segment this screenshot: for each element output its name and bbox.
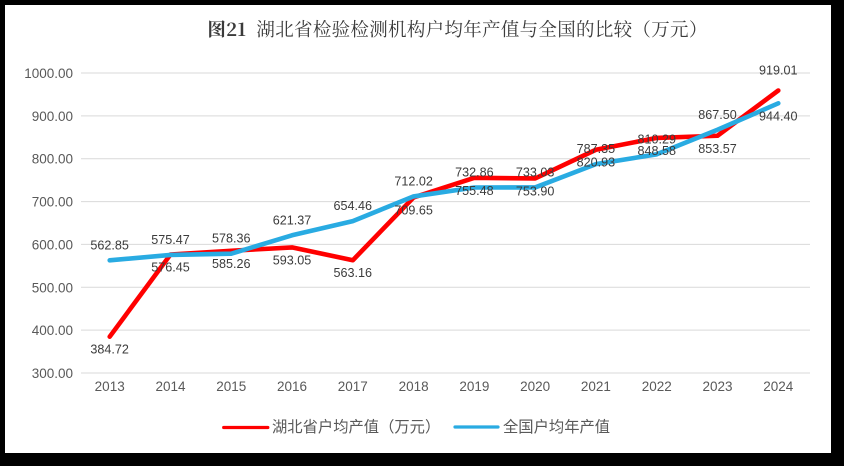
svg-text:563.16: 563.16 — [334, 266, 373, 280]
svg-text:2013: 2013 — [95, 379, 125, 394]
svg-text:787.35: 787.35 — [577, 142, 616, 156]
svg-text:733.03: 733.03 — [516, 165, 555, 179]
svg-text:709.65: 709.65 — [394, 203, 433, 217]
svg-text:2016: 2016 — [277, 379, 307, 394]
svg-text:753.90: 753.90 — [516, 184, 555, 198]
svg-text:2020: 2020 — [520, 379, 550, 394]
svg-text:621.37: 621.37 — [273, 213, 312, 227]
svg-text:500.00: 500.00 — [32, 280, 73, 295]
svg-text:562.85: 562.85 — [90, 238, 129, 252]
svg-text:755.48: 755.48 — [455, 184, 494, 198]
svg-text:2018: 2018 — [399, 379, 429, 394]
svg-text:384.72: 384.72 — [90, 343, 129, 357]
svg-text:2022: 2022 — [642, 379, 672, 394]
svg-text:湖北省户均产值（万元）: 湖北省户均产值（万元） — [272, 419, 440, 436]
svg-text:578.36: 578.36 — [212, 232, 251, 246]
svg-text:800.00: 800.00 — [32, 152, 73, 167]
svg-text:全国户均年产值: 全国户均年产值 — [503, 418, 610, 436]
svg-text:810.29: 810.29 — [637, 132, 676, 146]
svg-text:2021: 2021 — [581, 379, 611, 394]
svg-text:867.50: 867.50 — [698, 108, 737, 122]
svg-text:400.00: 400.00 — [32, 323, 73, 338]
svg-text:576.45: 576.45 — [151, 261, 190, 275]
svg-text:919.01: 919.01 — [759, 64, 798, 78]
svg-text:712.02: 712.02 — [394, 174, 433, 188]
svg-text:2023: 2023 — [702, 379, 732, 394]
svg-text:575.47: 575.47 — [151, 233, 190, 247]
svg-text:820.93: 820.93 — [577, 156, 616, 170]
svg-text:593.05: 593.05 — [273, 253, 312, 267]
svg-text:2019: 2019 — [459, 379, 489, 394]
svg-text:600.00: 600.00 — [32, 237, 73, 252]
svg-text:585.26: 585.26 — [212, 257, 251, 271]
svg-text:732.86: 732.86 — [455, 165, 494, 179]
svg-text:900.00: 900.00 — [32, 109, 73, 124]
svg-text:700.00: 700.00 — [32, 195, 73, 210]
svg-text:2014: 2014 — [155, 379, 186, 394]
svg-text:2015: 2015 — [216, 379, 246, 394]
svg-text:300.00: 300.00 — [32, 366, 73, 381]
svg-text:944.40: 944.40 — [759, 109, 798, 123]
svg-text:2024: 2024 — [763, 379, 794, 394]
svg-text:853.57: 853.57 — [698, 142, 737, 156]
svg-text:654.46: 654.46 — [334, 199, 373, 213]
svg-text:1000.00: 1000.00 — [24, 66, 73, 81]
svg-text:2017: 2017 — [338, 379, 368, 394]
